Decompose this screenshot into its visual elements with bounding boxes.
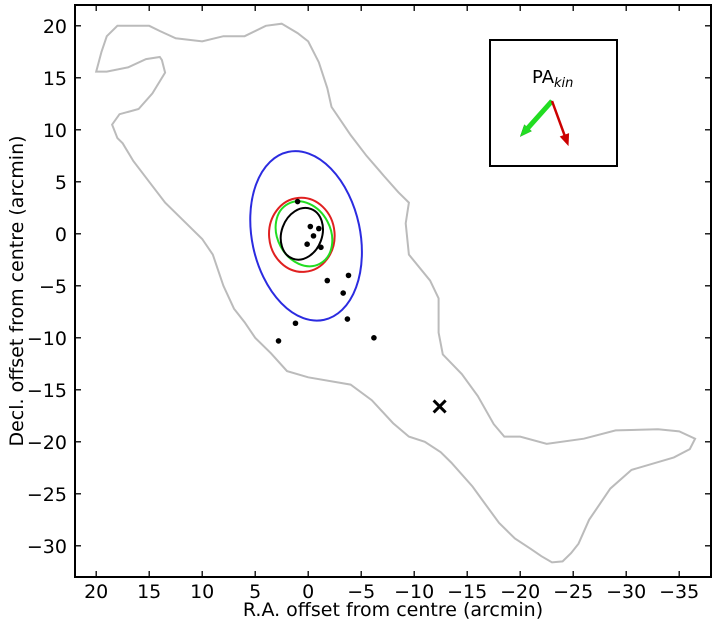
inset-label-sub: kin — [554, 76, 573, 91]
y-tick-label: −20 — [27, 432, 67, 454]
data-point — [345, 272, 352, 279]
x-tick-label: −35 — [659, 581, 699, 603]
data-point — [304, 241, 310, 247]
outer-contour — [94, 22, 697, 564]
y-tick-label: 15 — [43, 68, 67, 90]
data-point — [292, 320, 299, 327]
x-tick-label: 10 — [190, 581, 214, 603]
y-tick-label: 0 — [55, 224, 67, 246]
y-axis-label: Decl. offset from centre (arcmin) — [6, 135, 28, 446]
red-arrow — [550, 100, 570, 147]
data-point — [324, 277, 331, 284]
blue-contour — [249, 150, 363, 322]
green-arrow-head — [520, 124, 532, 137]
plot-area — [94, 22, 697, 564]
x-tick-label: −25 — [553, 581, 593, 603]
pa-kin-inset: PAkin — [489, 39, 618, 167]
x-tick-label: 5 — [249, 581, 261, 603]
black-contour — [279, 206, 324, 261]
y-tick-label: −25 — [27, 484, 67, 506]
green-arrow-shaft — [523, 99, 554, 133]
x-tick-label: −30 — [606, 581, 646, 603]
inset-label: PAkin — [532, 67, 573, 91]
plot-frame — [74, 4, 712, 578]
y-tick-label: −10 — [27, 328, 67, 350]
inset-label-base: PA — [532, 67, 555, 88]
cross-marker-stroke — [432, 399, 447, 414]
data-point — [371, 335, 377, 341]
cross-marker — [432, 399, 447, 414]
y-tick-label: −5 — [39, 276, 67, 298]
y-tick-label: 20 — [43, 16, 67, 38]
y-tick-label: 10 — [43, 120, 67, 142]
data-point — [307, 223, 314, 230]
red-contour — [268, 196, 336, 273]
green-arrow — [520, 99, 554, 137]
data-point — [340, 290, 346, 296]
x-tick-label: −10 — [394, 581, 434, 603]
red-arrow-head — [559, 133, 570, 147]
x-tick-label: −15 — [447, 581, 487, 603]
green-contour — [274, 200, 334, 268]
axis-ticks: 20 15 10 5 0 −5 −10 −15 −20 −25 −30 −35 20 15 10 5 0 −5 −1… — [27, 5, 711, 603]
x-tick-label: 20 — [84, 581, 108, 603]
y-tick-label: −30 — [27, 536, 67, 558]
y-tick-label: −15 — [27, 380, 67, 402]
x-tick-label: −20 — [500, 581, 540, 603]
data-point — [318, 244, 324, 251]
data-point — [316, 225, 322, 232]
red-arrow-shaft — [550, 100, 567, 139]
y-tick-label: 5 — [55, 172, 67, 194]
x-tick-label: 0 — [302, 581, 314, 603]
data-point — [294, 198, 301, 205]
data-point — [310, 233, 317, 239]
x-tick-label: −5 — [347, 581, 375, 603]
x-axis-label: R.A. offset from centre (arcmin) — [243, 599, 543, 621]
data-point — [275, 338, 282, 344]
data-point — [344, 316, 351, 322]
x-tick-label: 15 — [137, 581, 161, 603]
